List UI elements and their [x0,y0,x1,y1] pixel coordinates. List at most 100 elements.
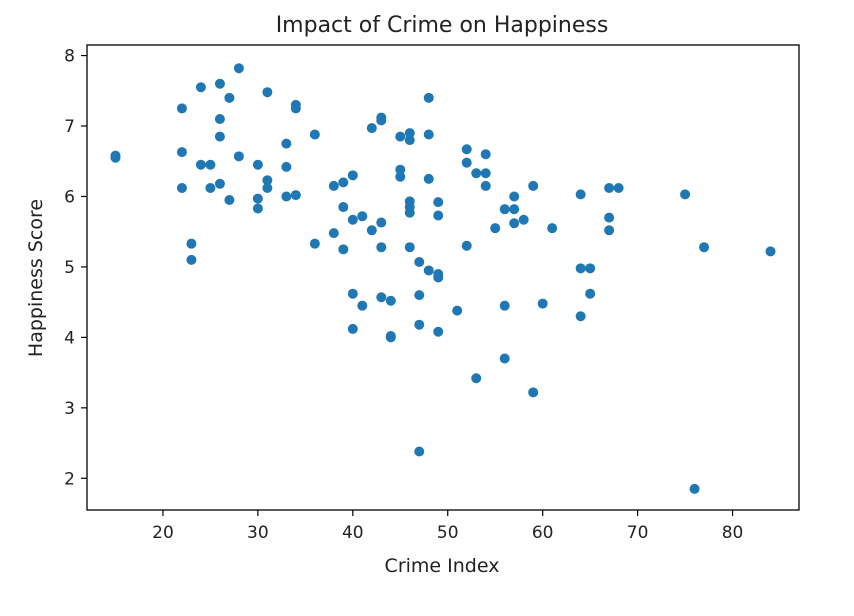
data-point [423,265,434,276]
x-axis-label: Crime Index [385,555,500,577]
data-point [490,223,501,234]
data-point [176,103,187,114]
y-tick-label: 5 [64,258,75,278]
data-point [376,217,387,228]
data-point [499,353,510,364]
data-point [585,288,596,299]
data-point [404,128,415,139]
data-point [689,483,700,494]
points-layer [110,63,776,494]
x-tick-label: 40 [342,523,364,543]
data-point [214,131,225,142]
data-point [452,305,463,316]
y-tick-label: 4 [64,328,75,348]
data-point [176,183,187,194]
x-tick-label: 60 [532,523,554,543]
data-point [338,177,349,188]
y-axis-label: Happiness Score [25,199,47,357]
y-axis: 2 3 4 5 6 7 8 [64,47,87,489]
data-point [499,204,510,215]
x-tick-label: 30 [247,523,269,543]
data-point [575,263,586,274]
y-tick-label: 6 [64,187,75,207]
data-point [404,207,415,218]
x-tick-label: 50 [437,523,459,543]
data-point [376,115,387,126]
data-point [186,238,197,249]
data-point [233,151,244,162]
data-point [186,254,197,265]
data-point [347,170,358,181]
data-point [262,183,273,194]
data-point [414,319,425,330]
data-point [423,129,434,140]
data-point [518,214,529,225]
data-point [385,332,396,343]
x-tick-label: 80 [722,523,744,543]
data-point [338,202,349,213]
data-point [471,168,482,179]
data-point [395,164,406,175]
data-point [528,180,539,191]
data-point [205,159,216,170]
data-point [195,159,206,170]
data-point [347,323,358,334]
data-point [433,210,444,221]
data-point [309,129,320,140]
data-point [537,298,548,309]
data-point [509,218,520,229]
x-tick-label: 70 [627,523,649,543]
data-point [357,300,368,311]
data-point [366,225,377,236]
data-point [699,242,710,253]
data-point [604,183,615,194]
data-point [499,300,510,311]
x-axis: 20 30 40 50 60 70 80 [152,510,743,543]
data-point [290,103,301,114]
data-point [214,78,225,89]
chart-title: Impact of Crime on Happiness [276,13,609,38]
data-point [176,147,187,158]
data-point [347,214,358,225]
data-point [214,178,225,189]
x-tick-label: 20 [152,523,174,543]
data-point [575,189,586,200]
data-point [509,204,520,215]
data-point [433,197,444,208]
data-point [281,161,292,172]
data-point [290,190,301,201]
data-point [395,131,406,142]
data-point [262,175,273,186]
data-point [233,63,244,74]
data-point [480,149,491,160]
data-point [347,288,358,299]
data-point [224,92,235,103]
data-point [461,240,472,251]
data-point [414,290,425,301]
data-point [547,223,558,234]
data-point [357,211,368,222]
data-point [404,135,415,146]
data-point [604,225,615,236]
data-point [680,189,691,200]
data-point [423,92,434,103]
data-point [252,203,263,214]
data-point [471,373,482,384]
data-point [376,242,387,253]
data-point [480,180,491,191]
data-point [604,212,615,223]
data-point [404,242,415,253]
data-point [414,446,425,457]
plot-frame [86,44,800,511]
y-tick-label: 7 [64,117,75,137]
data-point [423,173,434,184]
y-tick-label: 2 [64,469,75,489]
data-point [575,311,586,322]
data-point [252,159,263,170]
data-point [414,257,425,267]
data-point [281,138,292,149]
data-point [480,168,491,179]
y-tick-label: 8 [64,47,75,67]
